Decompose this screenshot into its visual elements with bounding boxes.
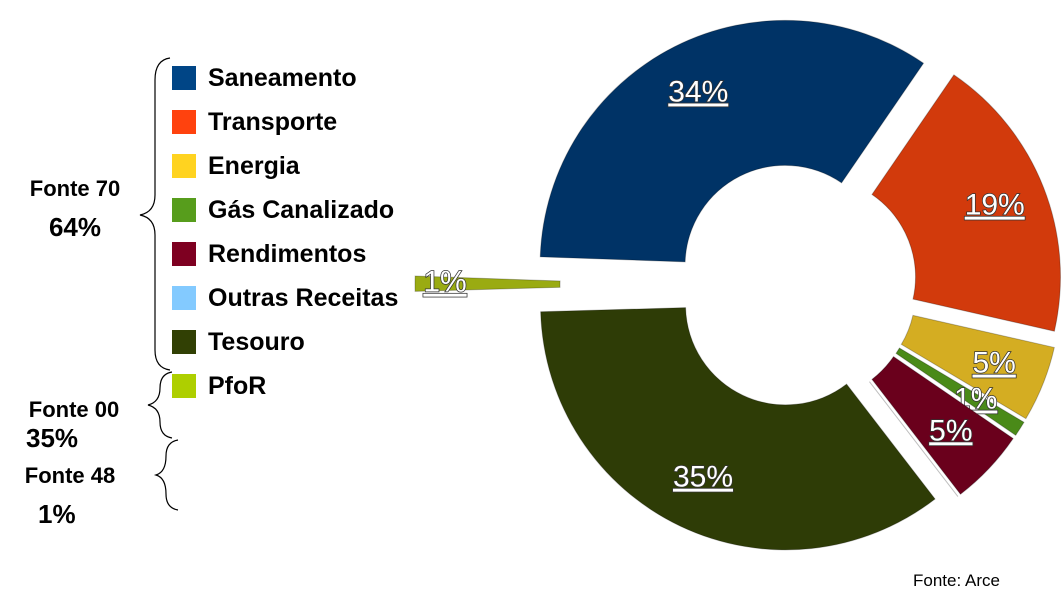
- legend-item: Energia: [172, 146, 418, 186]
- group-name: Fonte 48: [24, 463, 116, 488]
- group-share: 64%: [48, 212, 102, 242]
- legend-swatch: [172, 66, 196, 90]
- legend-label: Saneamento: [208, 64, 357, 92]
- legend-swatch: [172, 198, 196, 222]
- legend-item: Outras Receitas: [172, 278, 418, 318]
- legend-label: Energia: [208, 152, 300, 180]
- legend-swatch: [172, 242, 196, 266]
- data-label: 19%: [965, 189, 1025, 222]
- data-label: 1%: [423, 266, 466, 299]
- group-share: 1%: [38, 499, 76, 529]
- data-label: 35%: [673, 461, 733, 494]
- brace: [153, 439, 179, 511]
- legend-label: Outras Receitas: [208, 284, 399, 312]
- legend-item: Transporte: [172, 102, 418, 142]
- data-label: 5%: [972, 347, 1015, 380]
- legend-label: Transporte: [208, 108, 338, 136]
- legend-label: Gás Canalizado: [208, 196, 395, 224]
- legend-item: Tesouro: [172, 322, 418, 362]
- legend-swatch: [172, 286, 196, 310]
- legend-label: Rendimentos: [208, 240, 367, 268]
- donut-slice: [539, 19, 925, 263]
- legend-label: PfoR: [208, 372, 267, 400]
- donut-slice: [900, 314, 1055, 420]
- source-note: Fonte: Arce: [913, 571, 1000, 590]
- legend-item: PfoR: [172, 366, 418, 406]
- legend-item: Gás Canalizado: [172, 190, 418, 230]
- data-label: 34%: [668, 75, 728, 108]
- brace: [139, 57, 171, 371]
- donut-slice: [414, 275, 561, 292]
- donut-slice: [871, 74, 1061, 332]
- legend-item: Rendimentos: [172, 234, 418, 274]
- group-label: Fonte 70 64%: [20, 176, 130, 243]
- group-label: Fonte 00 35%: [18, 397, 130, 454]
- donut-slice: [540, 307, 936, 551]
- legend-item: Saneamento: [172, 58, 418, 98]
- brace: [147, 371, 173, 439]
- group-name: Fonte 00: [28, 397, 120, 422]
- data-label: 5%: [929, 414, 972, 447]
- legend: Saneamento Transporte Energia Gás Canalizad…: [172, 58, 418, 406]
- legend-swatch: [172, 154, 196, 178]
- legend-label: Tesouro: [208, 328, 305, 356]
- legend-swatch: [172, 110, 196, 134]
- group-label: Fonte 48 1%: [8, 463, 132, 530]
- group-share: 35%: [26, 423, 79, 453]
- legend-swatch: [172, 330, 196, 354]
- data-label: 1%: [954, 382, 997, 415]
- donut-slice: [895, 347, 1025, 436]
- donut-slice: [871, 355, 1014, 495]
- group-name: Fonte 70: [29, 176, 121, 201]
- legend-swatch: [172, 374, 196, 398]
